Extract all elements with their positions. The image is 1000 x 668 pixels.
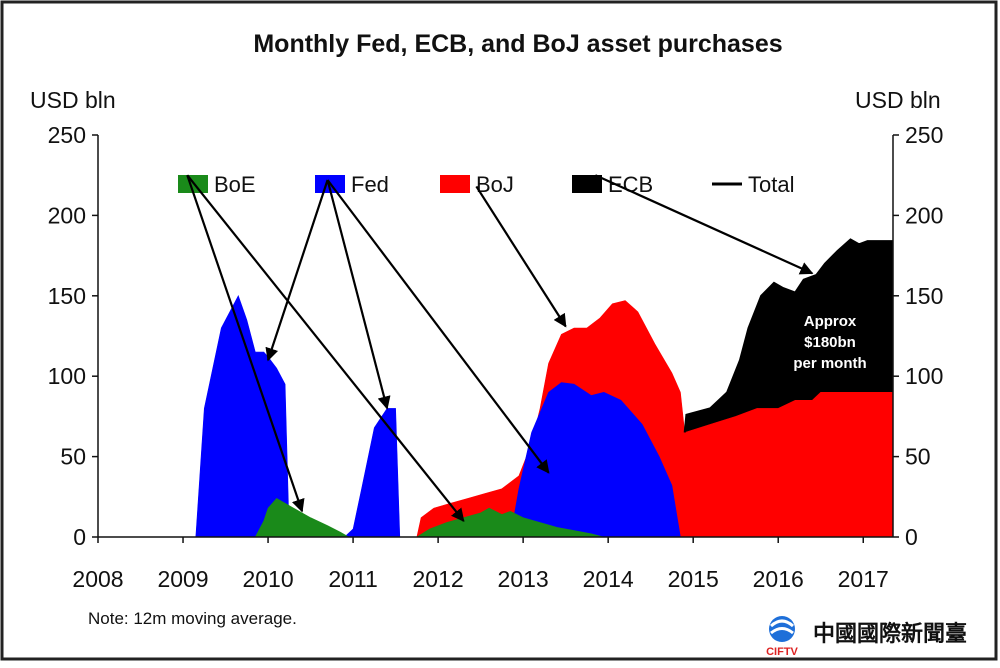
legend-label: BoE [214,172,256,197]
arrow-boe [186,174,465,522]
x-tick-label: 2017 [838,566,889,592]
y-tick-label-left: 50 [60,444,86,470]
legend-label: Total [748,172,794,197]
x-tick-label: 2015 [668,566,719,592]
arrow-ecb [594,174,814,275]
y-tick-label-right: 150 [905,283,943,309]
y-tick-label-left: 200 [48,202,86,228]
y-tick-label-right: 0 [905,524,918,550]
x-tick-label: 2016 [753,566,804,592]
arrow-fed [326,179,391,410]
line-total [683,238,893,433]
legend-swatch [440,175,470,193]
annotation-line: per month [793,355,866,372]
arrow-fed [326,179,550,474]
legend-item-ecb: ECB [572,172,653,197]
legend-label: Fed [351,172,389,197]
y-tick-label-right: 50 [905,444,931,470]
legend-swatch [572,175,602,193]
y-tick-label-left: 100 [48,363,86,389]
x-tick-label: 2010 [242,566,293,592]
watermark-logo: CIFTV 中國國際新聞臺 [766,616,967,658]
x-tick-label: 2014 [583,566,634,592]
y-tick-label-right: 250 [905,122,943,148]
x-tick-label: 2008 [72,566,123,592]
annotation-arrows [186,174,814,522]
annotation-line: $180bn [804,334,856,351]
annotation-line: Approx [804,313,857,330]
y-tick-label-left: 150 [48,283,86,309]
y-axis-label-left: USD bln [30,87,116,113]
plot-area [195,238,894,538]
x-tick-label: 2011 [328,566,377,592]
x-tick-label: 2009 [157,566,208,592]
x-tick-label: 2013 [498,566,549,592]
legend-label: BoJ [476,172,514,197]
arrow-boe [186,174,305,513]
legend-item-total: Total [712,172,794,197]
legend-item-boe: BoE [178,172,256,197]
legend-item-fed: Fed [315,172,389,197]
arrow-fed [265,179,329,362]
y-tick-label-right: 100 [905,363,943,389]
watermark-abbr: CIFTV [766,646,798,658]
chart-note: Note: 12m moving average. [88,609,297,628]
chart-title: Monthly Fed, ECB, and BoJ asset purchase… [253,30,782,58]
watermark-name: 中國國際新聞臺 [813,621,967,646]
arrow-boj [475,185,567,328]
y-tick-label-left: 250 [48,122,86,148]
legend-item-boj: BoJ [440,172,514,197]
legend: BoE Fed BoJ ECB Total [178,172,794,197]
y-tick-label-left: 0 [73,524,86,550]
y-tick-label-right: 200 [905,202,943,228]
annotation-text: Approx $180bn per month [793,313,866,372]
y-axis-label-right: USD bln [855,87,941,113]
x-tick-label: 2012 [413,566,464,592]
axes: 0 0 50 50 100 100 150 150 200 200 250 250 2008 2009 20… [48,122,944,592]
area-fed [195,295,681,538]
